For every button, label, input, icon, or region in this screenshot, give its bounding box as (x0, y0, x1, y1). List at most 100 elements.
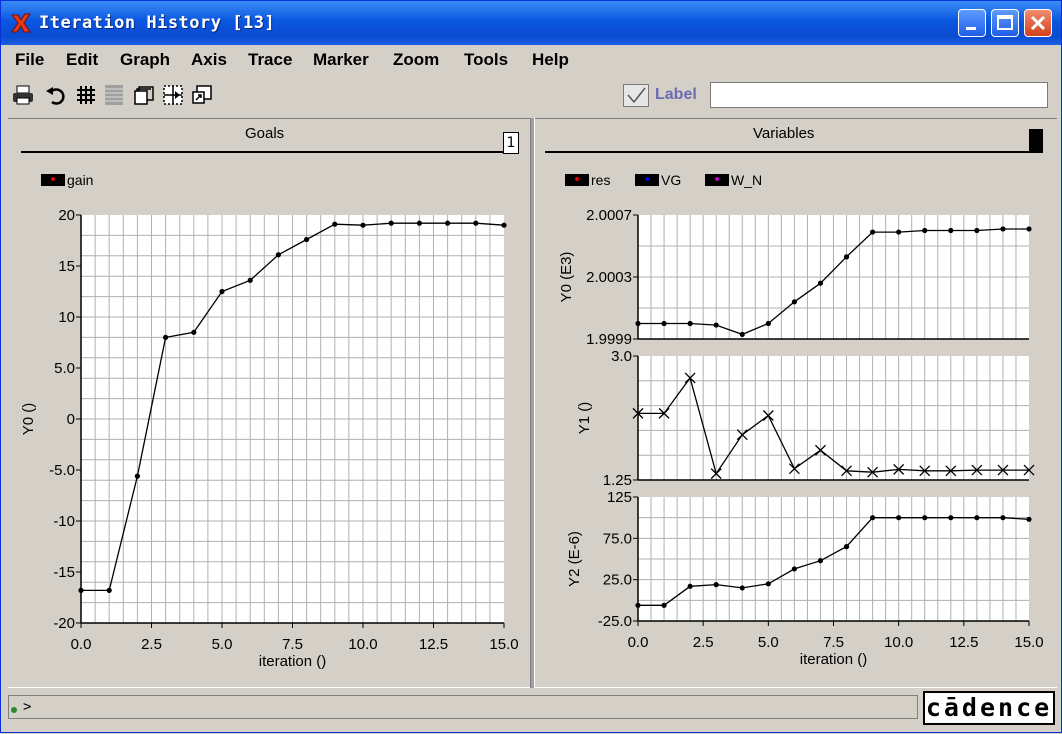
plot3-point-W_N (922, 515, 928, 521)
plot2-point-VG (1023, 464, 1035, 476)
window-title: Iteration History [13] (39, 13, 276, 33)
plot3-y-tick-label: -25.0 (598, 613, 632, 630)
plot2-point-VG (762, 410, 774, 421)
legend-gain[interactable]: gain (41, 171, 93, 189)
plot0-y-tick-label: -5.0 (49, 462, 75, 479)
menu-graph[interactable]: Graph (120, 50, 171, 69)
goals-count-box[interactable]: 1 (503, 132, 519, 154)
plot1-point-res (974, 227, 980, 234)
maximize-icon (997, 15, 1013, 30)
label-input[interactable] (710, 82, 1048, 108)
plot1-y-tick-label: 1.9999 (586, 331, 632, 348)
variables-scroll-marker[interactable] (1029, 129, 1043, 153)
plot1-point-res (1000, 226, 1006, 232)
maximize-button[interactable] (991, 9, 1019, 37)
plot0-x-tick-label: 15.0 (489, 636, 518, 653)
legend-wn-label: W_N (731, 172, 763, 188)
menu-bar: File Edit Graph Axis Trace Marker Zoom T… (1, 45, 1061, 75)
cards-icon[interactable] (132, 83, 156, 107)
label-caption: Label (655, 86, 697, 103)
panel-splitter[interactable] (530, 118, 535, 688)
plot1-y-tick-label: 2.0003 (586, 269, 632, 286)
plot2-point-VG (893, 463, 905, 475)
select-icon[interactable] (161, 83, 185, 107)
plot3-point-W_N (843, 544, 850, 550)
plot3-x-axis-label: iteration () (800, 651, 868, 668)
plot0-y-axis-label: Y0 () (20, 403, 37, 436)
menu-tools[interactable]: Tools (464, 50, 509, 69)
legend-res[interactable]: res (565, 171, 610, 189)
plot3-point-W_N (817, 558, 824, 564)
grid-icon[interactable] (74, 83, 98, 107)
plot3-y-tick-label: 125 (607, 489, 632, 506)
plot3-point-W_N (870, 515, 876, 521)
legend-wn[interactable]: W_N (705, 171, 762, 189)
menu-help[interactable]: Help (532, 50, 569, 69)
plot3-x-tick-label: 5.0 (758, 634, 779, 651)
plot0-x-tick-label: 12.5 (419, 636, 448, 653)
plot0-x-tick-label: 7.5 (282, 636, 303, 653)
plot1-y-tick-label: 2.0007 (586, 207, 632, 224)
plot2-y-tick-label: 3.0 (611, 348, 632, 365)
plot1-point-res (765, 320, 771, 327)
close-icon (1030, 15, 1046, 31)
plot0-point-gain (416, 220, 422, 226)
plot3-x-tick-label: 12.5 (949, 634, 978, 651)
plot3-x-tick-label: 2.5 (693, 634, 714, 651)
plot2-point-VG (658, 407, 670, 419)
plot0-y-tick-label: 15 (58, 258, 75, 275)
menu-trace[interactable]: Trace (248, 50, 293, 69)
menu-zoom[interactable]: Zoom (393, 50, 440, 69)
close-button[interactable] (1024, 9, 1052, 37)
toolbar (1, 77, 1061, 113)
plot3-series-line-W_N (638, 517, 1030, 606)
zoom-icon[interactable] (190, 83, 214, 107)
menu-marker[interactable]: Marker (313, 50, 369, 69)
plot0-x-tick-label: 10.0 (348, 636, 377, 653)
plot2-point-VG (867, 466, 879, 478)
title-bar[interactable]: Iteration History [13] (1, 1, 1061, 45)
plot2-point-VG (632, 407, 644, 419)
plot1-point-res (713, 322, 719, 328)
printer-icon[interactable] (11, 83, 35, 107)
menu-edit[interactable]: Edit (66, 50, 99, 69)
menu-file[interactable]: File (15, 50, 45, 69)
goals-header[interactable]: Goals (245, 125, 285, 142)
plot3-y-axis-label: Y2 (E-6) (566, 531, 583, 587)
legend-vg[interactable]: VG (635, 171, 681, 189)
undo-icon[interactable] (44, 83, 68, 107)
plot0-y-tick-label: 20 (58, 207, 75, 224)
plot1-point-res (843, 254, 850, 260)
plot2-point-VG (815, 444, 826, 456)
plot0-point-gain (106, 587, 112, 593)
plot3-y-tick-label: 25.0 (603, 572, 632, 589)
variables-header[interactable]: Variables (753, 125, 815, 142)
plot3-point-W_N (791, 566, 798, 572)
plot2-point-VG (945, 465, 957, 477)
plot1-point-res (817, 280, 824, 286)
plot0-point-gain (78, 587, 84, 593)
label-checkbox[interactable] (623, 84, 649, 107)
plot1-point-res (687, 320, 693, 327)
plot3-x-tick-label: 10.0 (884, 634, 913, 651)
plot3-point-W_N (635, 602, 641, 608)
plot2-point-VG (841, 465, 852, 477)
plot3-point-W_N (1026, 516, 1032, 522)
command-line[interactable] (8, 695, 918, 719)
plot3-x-tick-label: 0.0 (628, 634, 649, 651)
plot3-point-W_N (713, 582, 719, 588)
plot2-point-VG (788, 463, 800, 475)
plot1-point-res (922, 227, 928, 234)
plot1-point-res (661, 320, 667, 327)
plot2-point-VG (710, 468, 722, 480)
menu-axis[interactable]: Axis (191, 50, 227, 69)
plot0-y-tick-label: 5.0 (54, 360, 75, 377)
legend-res-label: res (591, 172, 611, 188)
minimize-button[interactable] (958, 9, 986, 37)
plot1-point-res (635, 320, 641, 327)
stripes-icon[interactable] (102, 83, 126, 107)
plot0-point-gain (219, 288, 225, 295)
plot3-point-W_N (687, 583, 693, 589)
plot0-series-line-gain (81, 222, 505, 592)
plot0-x-tick-label: 0.0 (71, 636, 92, 653)
